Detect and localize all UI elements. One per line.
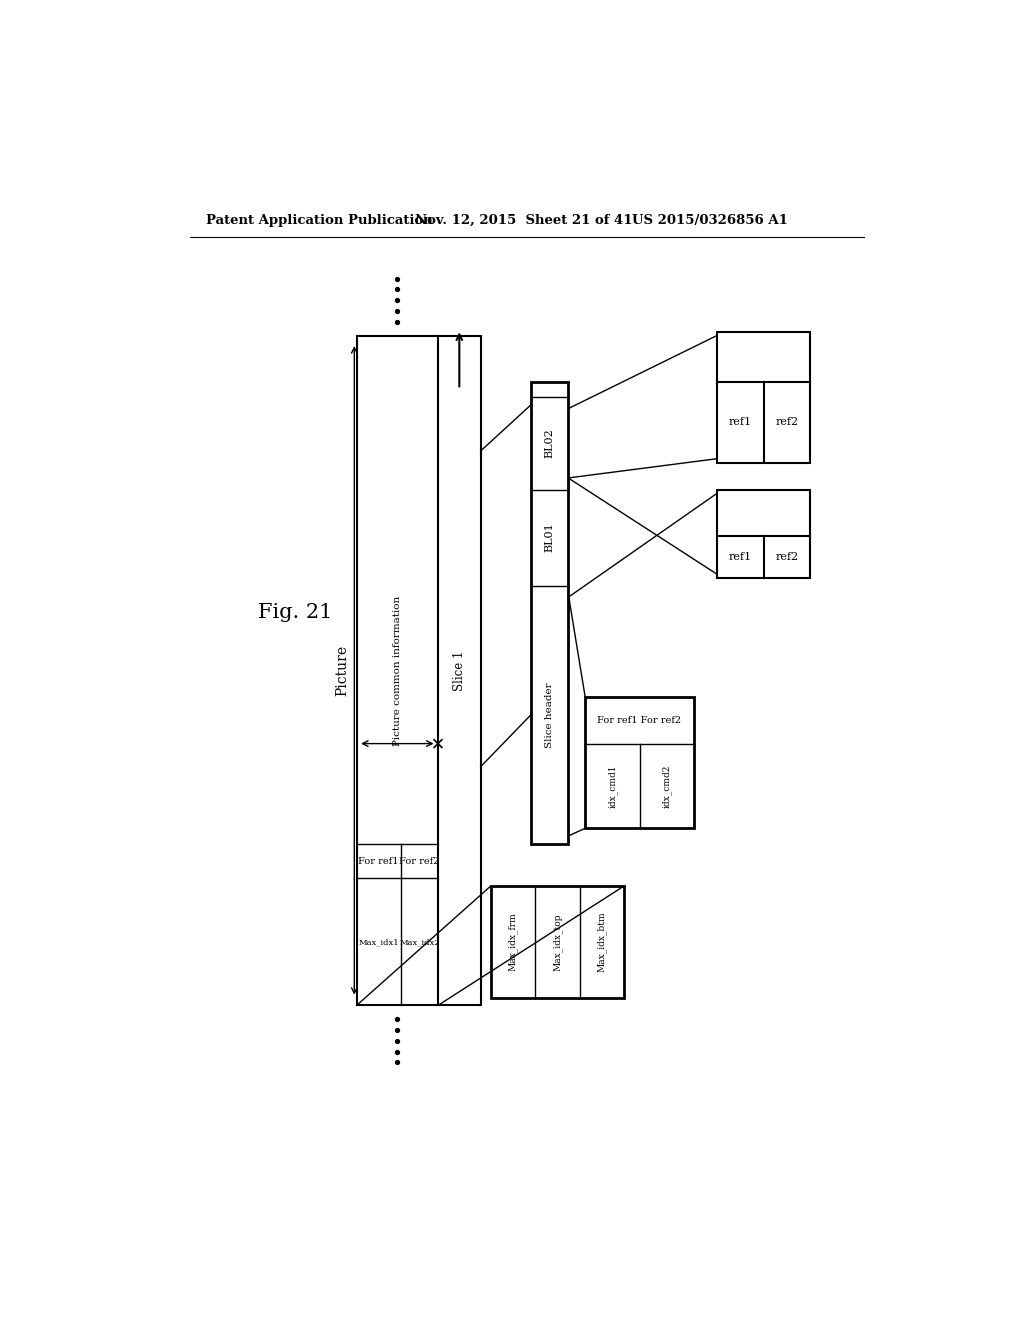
Bar xyxy=(490,886,624,998)
Text: Patent Application Publication: Patent Application Publication xyxy=(206,214,432,227)
Text: For ref1 For ref2: For ref1 For ref2 xyxy=(597,715,682,725)
Text: Picture: Picture xyxy=(335,645,349,696)
Text: ref2: ref2 xyxy=(775,417,799,428)
Text: ref1: ref1 xyxy=(729,417,752,428)
Text: US 2015/0326856 A1: US 2015/0326856 A1 xyxy=(632,214,787,227)
Text: Nov. 12, 2015  Sheet 21 of 41: Nov. 12, 2015 Sheet 21 of 41 xyxy=(415,214,632,227)
Text: idx_cmd2: idx_cmd2 xyxy=(662,764,672,808)
Text: For ref2: For ref2 xyxy=(399,857,439,866)
Bar xyxy=(717,331,810,462)
Text: Max_idx_top: Max_idx_top xyxy=(553,913,562,970)
Bar xyxy=(586,697,693,829)
Text: Max_idx1: Max_idx1 xyxy=(358,939,399,946)
Text: Slice header: Slice header xyxy=(545,682,554,747)
Text: Max_idx2: Max_idx2 xyxy=(399,939,439,946)
Text: ref2: ref2 xyxy=(775,552,799,562)
Text: For ref1: For ref1 xyxy=(358,857,399,866)
Text: Max_idx_btm: Max_idx_btm xyxy=(597,912,606,973)
Text: ref1: ref1 xyxy=(729,552,752,562)
Text: BL01: BL01 xyxy=(545,523,555,553)
Text: Slice 1: Slice 1 xyxy=(453,651,466,690)
Text: Max_idx_frm: Max_idx_frm xyxy=(508,912,518,972)
Text: Picture common information: Picture common information xyxy=(393,595,401,746)
Bar xyxy=(717,490,810,578)
Text: Fig. 21: Fig. 21 xyxy=(258,603,333,622)
Text: idx_cmd1: idx_cmd1 xyxy=(607,764,617,808)
Bar xyxy=(356,335,480,1006)
Text: BL02: BL02 xyxy=(545,429,555,458)
Bar xyxy=(531,381,568,843)
